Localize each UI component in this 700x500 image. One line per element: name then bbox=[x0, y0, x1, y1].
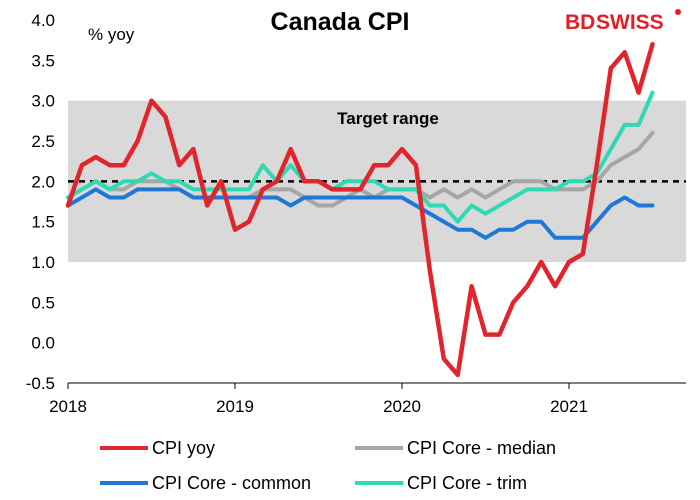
y-tick-label: 1.0 bbox=[31, 253, 55, 272]
series-line-cpi-yoy bbox=[65, 41, 655, 378]
bdswiss-logo: BD SWISS bbox=[565, 9, 681, 34]
x-tick-label: 2021 bbox=[550, 397, 588, 416]
y-tick-label: 4.0 bbox=[31, 11, 55, 30]
x-axis-ticks: 2018 2019 2020 2021 bbox=[49, 383, 588, 416]
x-tick-label: 2019 bbox=[216, 397, 254, 416]
series-lines bbox=[65, 41, 655, 378]
chart-title: Canada CPI bbox=[271, 8, 410, 36]
series-line-cpi-core-trim bbox=[66, 90, 655, 224]
y-tick-label: 2.0 bbox=[31, 172, 55, 191]
y-tick-label: 0.0 bbox=[31, 334, 55, 353]
logo-dot-icon bbox=[675, 9, 681, 15]
target-range-label: Target range bbox=[337, 109, 439, 128]
y-tick-label: 0.5 bbox=[31, 293, 55, 312]
y-tick-label: 3.5 bbox=[31, 51, 55, 70]
y-axis-label: % yoy bbox=[88, 25, 135, 44]
x-tick-label: 2018 bbox=[49, 397, 87, 416]
y-tick-label: -0.5 bbox=[26, 374, 55, 393]
x-tick-label: 2020 bbox=[383, 397, 421, 416]
legend: CPI yoy CPI Core - median CPI Core - commo… bbox=[100, 438, 556, 493]
legend-label: CPI Core - trim bbox=[407, 473, 527, 493]
y-tick-label: 3.0 bbox=[31, 92, 55, 111]
y-tick-label: 1.5 bbox=[31, 213, 55, 232]
legend-label: CPI Core - common bbox=[152, 473, 311, 493]
logo-bd: BD bbox=[565, 11, 595, 34]
logo-swiss: SWISS bbox=[596, 11, 664, 34]
y-tick-label: 2.5 bbox=[31, 132, 55, 151]
y-axis-ticks: 4.0 3.5 3.0 2.5 2.0 1.5 1.0 0.5 0.0 -0.5 bbox=[26, 11, 55, 393]
legend-label: CPI yoy bbox=[152, 438, 215, 458]
series-line-cpi-core-common bbox=[66, 187, 655, 240]
legend-label: CPI Core - median bbox=[407, 438, 556, 458]
